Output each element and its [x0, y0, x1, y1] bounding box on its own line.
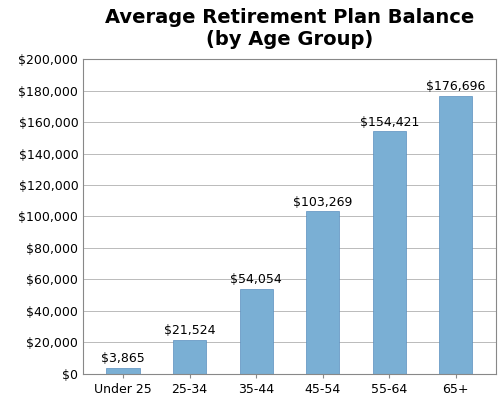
- Bar: [439, 96, 472, 374]
- Title: Average Retirement Plan Balance
(by Age Group): Average Retirement Plan Balance (by Age …: [105, 8, 474, 49]
- Text: $21,524: $21,524: [164, 324, 215, 337]
- Text: $154,421: $154,421: [359, 116, 419, 128]
- Text: $176,696: $176,696: [426, 80, 485, 93]
- Text: $103,269: $103,269: [293, 196, 352, 209]
- Bar: [372, 131, 406, 374]
- Text: $54,054: $54,054: [230, 273, 282, 286]
- Text: $3,865: $3,865: [101, 352, 145, 365]
- Bar: [306, 211, 339, 374]
- Bar: [173, 340, 206, 374]
- Bar: [239, 289, 273, 374]
- Bar: [106, 368, 140, 374]
